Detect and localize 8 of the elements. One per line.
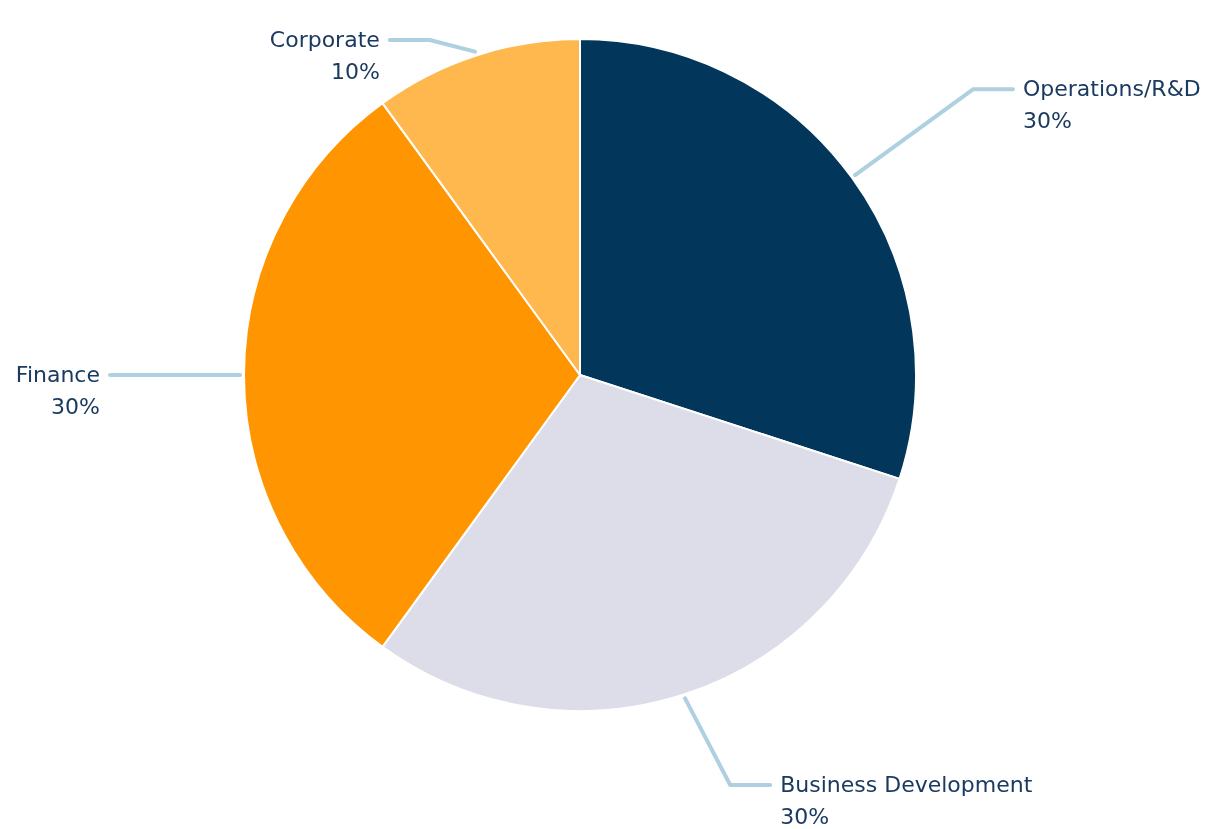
slice-label: Operations/R&D [1023, 76, 1201, 102]
data-label: 30% [780, 804, 830, 829]
data-label: 30% [1023, 108, 1072, 134]
data-label: 30% [51, 394, 100, 419]
slice-label: Corporate [269, 27, 380, 52]
data-label: 10% [330, 59, 380, 84]
slice-label: Business Development [780, 772, 1033, 797]
slice-label: Finance [15, 362, 100, 387]
